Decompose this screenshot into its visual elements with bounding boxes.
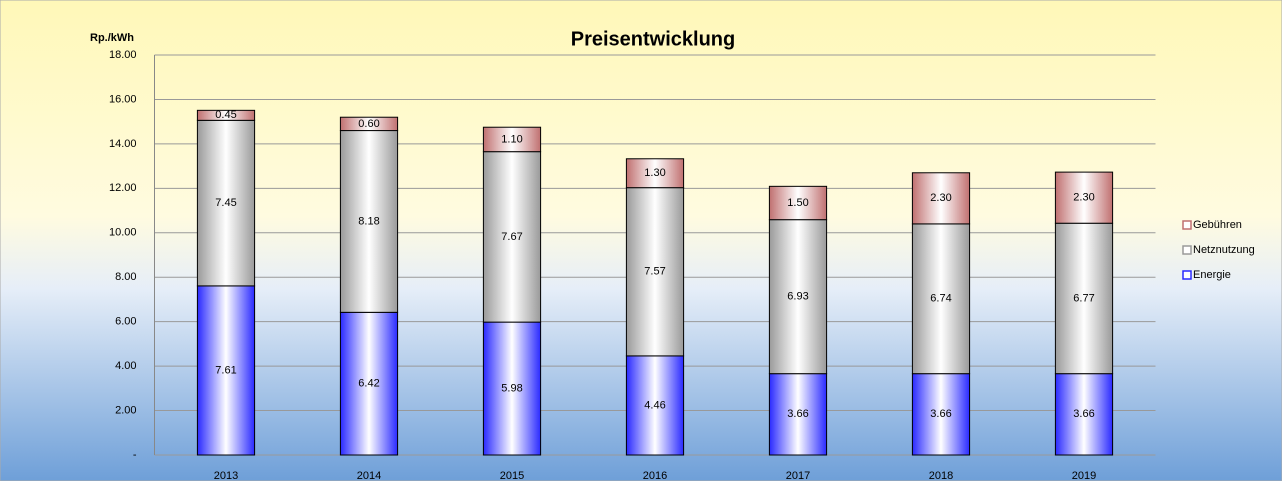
data-label: 4.46 [644,399,665,411]
data-label: 5.98 [501,382,522,394]
data-label: 0.60 [358,118,379,130]
x-tick-label: 2015 [500,470,524,481]
data-label: 7.45 [215,197,236,209]
data-label: 7.61 [215,364,236,376]
legend-label: Energie [1193,269,1231,281]
y-tick-label: 14.00 [109,138,137,150]
data-label: 3.66 [930,408,951,420]
bar-segment [339,116,399,132]
bar-segment [196,119,256,287]
y-tick-label: 4.00 [115,360,136,372]
bar-segment [196,285,256,456]
y-tick-label: 18.00 [109,49,137,61]
y-tick-label: 10.00 [109,227,137,239]
legend-swatch [1182,245,1192,255]
data-label: 1.30 [644,167,665,179]
y-axis-label: Rp./kWh [90,32,134,44]
data-label: 1.50 [787,197,808,209]
chart-title: Preisentwicklung [571,28,736,50]
bar-segment [625,187,685,357]
data-label: 3.66 [787,408,808,420]
data-label: 6.74 [930,293,951,305]
data-label: 6.77 [1073,292,1094,304]
bar-segment [482,151,542,323]
y-tick-label: 16.00 [109,93,137,105]
bar-segment [625,158,685,189]
y-tick-label: - [133,449,137,461]
bar-segment [911,373,971,456]
y-tick-label: 12.00 [109,182,137,194]
bar-segment [1054,222,1114,375]
x-tick-label: 2013 [214,470,238,481]
data-label: 6.42 [358,378,379,390]
bar-segment [768,373,828,456]
legend-label: Gebühren [1193,219,1242,231]
legend-swatch [1182,220,1192,230]
y-tick-label: 8.00 [115,271,136,283]
x-tick-label: 2016 [643,470,667,481]
data-label: 1.10 [501,133,522,145]
bar-segment [625,355,685,456]
bar-segment [482,126,542,153]
data-label: 7.57 [644,266,665,278]
data-label: 2.30 [1073,192,1094,204]
legend-swatch [1182,270,1192,280]
bar-segment [768,185,828,221]
data-label: 8.18 [358,215,379,227]
x-tick-label: 2017 [786,470,810,481]
data-label: 7.67 [501,231,522,243]
bar-segment [1054,171,1114,224]
data-label: 0.45 [215,109,236,121]
data-label: 3.66 [1073,408,1094,420]
bar-segment [482,321,542,456]
data-label: 2.30 [930,192,951,204]
x-tick-label: 2018 [929,470,953,481]
y-tick-label: 6.00 [115,316,136,328]
bar-segment [196,109,256,121]
y-tick-label: 2.00 [115,404,136,416]
legend-label: Netznutzung [1193,244,1255,256]
x-tick-label: 2014 [357,470,381,481]
bar-segment [339,130,399,313]
x-tick-label: 2019 [1072,470,1096,481]
data-label: 6.93 [787,291,808,303]
bar-segment [768,219,828,375]
bar-segment [911,172,971,225]
bar-segment [339,311,399,456]
bar-segment [1054,373,1114,456]
